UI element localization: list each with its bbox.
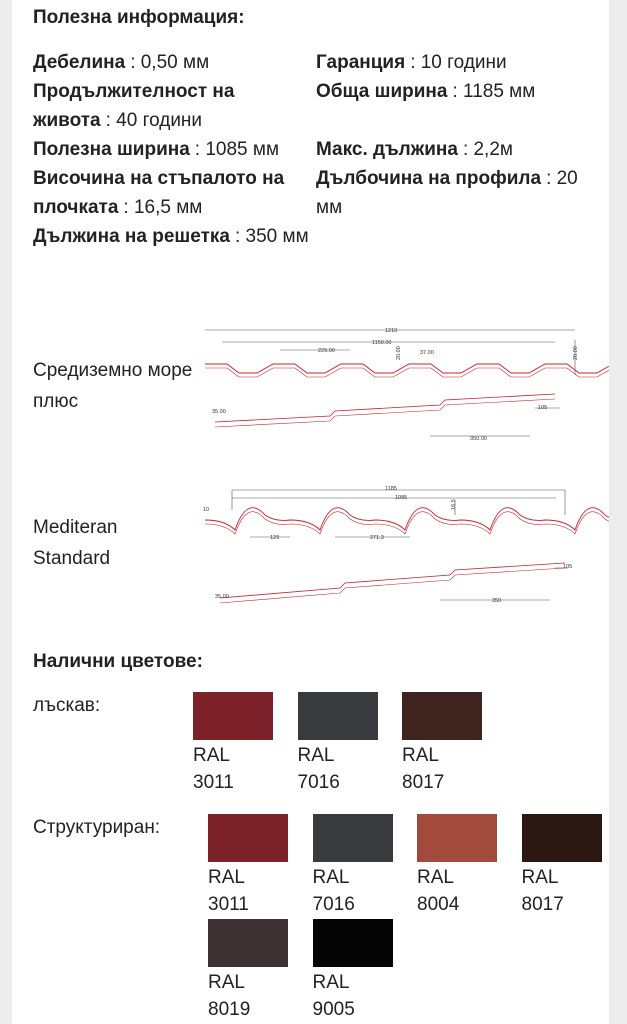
spec: Полезна ширина: 1085 мм [33,135,316,164]
dimension-label: 20.00 [396,346,402,360]
dimension-label: 105 [538,405,547,411]
spec: Дебелина: 0,50 мм [33,48,316,77]
spec-label: Височина на стъпалото на плочката [33,168,285,218]
color-swatch [521,814,602,862]
color-swatch [208,814,288,862]
spec-value: : 1085 мм [194,139,280,160]
dimension-label: 35.00 [215,594,229,600]
spec-label: Полезна ширина [33,139,190,160]
profile-line [205,367,609,378]
color-swatch [402,692,482,740]
spec: Гаранция: 10 години [316,48,603,77]
dimension-label: 16.5 [451,499,457,510]
color-swatch [417,814,497,862]
profile-name: Mediteran Standard [33,517,118,569]
color-label: RAL 8017 [402,745,445,793]
color-swatch [193,692,273,740]
profile-drawings: 1210 1150.00 229.00 20.00 37.00 20.00 35.00 105… [203,328,609,604]
profile-name: Средиземно море плюс [33,360,193,412]
color-swatch [208,919,288,967]
spec-value: : 20 мм [316,168,578,218]
color-swatch [312,814,393,862]
color-label: RAL 7016 [297,745,340,793]
spec-label: Гаранция [316,52,406,73]
dimension-label: 35.00 [212,409,226,415]
profile-line [204,507,609,531]
group-name: лъскав: [33,695,101,716]
spec-label: Дълбочина на профила [316,168,542,189]
spec: Височина на стъпалото на плочката: 16,5 … [33,164,316,222]
content: Полезна информация: Дебелина: 0,50 мм Гар… [12,0,609,1024]
dimension-label: 1185 [385,486,397,492]
spec: Обща ширина: 1185 мм [316,77,603,135]
page-title: Полезна информация: [33,7,245,28]
color-label: RAL 3011 [193,745,234,793]
spec-value: : 40 години [105,110,203,131]
dimension-label: 271.3 [370,535,384,541]
profile-line [214,398,556,428]
color-label: RAL 8019 [208,972,251,1020]
spec-label: Макс. дължина [316,139,458,160]
dimension-label: 1210 [385,328,397,334]
spec-list: Дебелина: 0,50 мм Гаранция: 10 години Прод… [33,48,603,251]
spec: Продължителност на живота: 40 години [33,77,316,135]
color-swatch [297,692,378,740]
dimension-label: 105 [563,564,572,570]
spec-value: : 1185 мм [452,81,536,102]
color-label: RAL 3011 [208,867,249,915]
spec: Макс. дължина: 2,2м [316,135,603,164]
dimension-label: 350 [492,598,501,604]
dimension-label: 1085 [395,495,407,501]
spec: Дължина на решетка: 350 мм [33,222,316,251]
profile-line [205,363,609,374]
spec-value: : 0,50 мм [130,52,210,73]
color-label: RAL 8004 [417,867,460,915]
group-name: Структурирaн: [33,817,161,838]
profile-line [214,393,556,423]
dimension-label: 37.00 [420,350,434,356]
colors-title: Налични цветове: [33,651,203,672]
spec-value: : 16,5 мм [123,197,203,218]
dimension-label: 350.00 [470,436,487,442]
spec: Дълбочина на профила: 20 мм [316,164,603,222]
profile-line [219,562,566,599]
dimension-label: 1150.00 [372,340,391,346]
dimension-label: 129 [270,535,279,541]
spec-value: : 2,2м [462,139,513,160]
dimension-label: 10 [203,507,209,513]
spec-value: : 10 години [410,52,507,73]
color-label: RAL 9005 [312,972,355,1020]
spec-label: Продължителност на живота [33,81,235,131]
spec-label: Обща ширина [316,81,448,102]
color-label: RAL 8017 [521,867,564,915]
spec-label: Дебелина [33,52,126,73]
dimension-label: 229.00 [318,348,335,354]
profile-line [219,567,566,604]
profile-line [204,511,609,535]
color-swatch [312,919,393,967]
spec-value: : 350 мм [234,226,309,247]
color-label: RAL 7016 [312,867,355,915]
spec-label: Дължина на решетка [33,226,230,247]
dimension-label: 20.00 [573,346,579,360]
